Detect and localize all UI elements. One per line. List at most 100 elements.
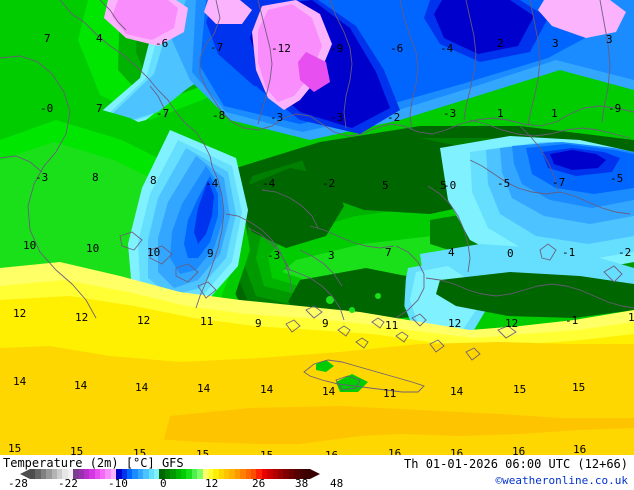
colorbar-swatch-42: [256, 469, 262, 479]
colorbar-swatch-39: [240, 469, 246, 479]
colorbar-tick-label: -22: [58, 477, 78, 490]
contour-label: -5: [610, 172, 624, 185]
legend-footer: Temperature (2m) [°C] GFS -28 -22 -10 0 12 26…: [0, 455, 634, 490]
contour-label: 14: [197, 382, 211, 395]
contour-label: -4: [205, 177, 219, 190]
colorbar-tick-label: -28: [8, 477, 28, 490]
contour-label: 12: [13, 307, 27, 320]
contour-label: -7: [552, 176, 566, 189]
contour-label: 14: [450, 385, 464, 398]
colorbar-swatch-22: [148, 469, 154, 479]
colorbar-tick-label: -10: [108, 477, 128, 490]
contour-label: 15: [133, 447, 147, 455]
colorbar-swatch-8: [73, 469, 79, 479]
colorbar-tick-label: 12: [205, 477, 219, 490]
colorbar-swatch-48: [288, 469, 295, 479]
contour-label: -5: [497, 177, 511, 190]
colorbar-swatch-10: [83, 469, 90, 479]
colorbar-swatch-14: [105, 469, 111, 479]
contour-label: 15: [513, 383, 527, 396]
contour-label: 15: [260, 450, 273, 455]
contour-label: 12: [448, 317, 462, 330]
colorbar-swatch-11: [89, 469, 95, 479]
colorbar-swatch-34: [213, 469, 219, 479]
contour-label: 15: [572, 381, 586, 394]
contour-label: 10: [23, 239, 37, 252]
contour-label: -2: [322, 177, 336, 190]
colorbar-tick-label: 0: [160, 477, 167, 490]
contour-label: 15: [196, 448, 210, 455]
colorbar-tick-label: 48: [330, 477, 344, 490]
colorbar: [20, 469, 320, 479]
colorbar-swatch-47: [283, 469, 289, 479]
contour-label: 16: [325, 450, 338, 455]
colorbar-swatch-41: [251, 469, 257, 479]
colorbar-swatch-2: [40, 469, 47, 479]
contour-label: 4: [448, 246, 455, 259]
colorbar-swatch-40: [245, 469, 252, 479]
contour-label: 1: [551, 107, 558, 120]
contour-label: 14: [322, 385, 336, 398]
colorbar-swatch-50: [299, 469, 305, 479]
colorbar-swatch-45: [272, 469, 278, 479]
contour-label: -8: [212, 109, 226, 122]
contour-label: 10: [147, 246, 161, 259]
contour-label: 14: [13, 375, 27, 388]
contour-label: -0: [443, 179, 457, 192]
contour-label: -2: [618, 246, 632, 259]
colorbar-tick-label: 38: [295, 477, 309, 490]
contour-label: -3: [443, 107, 457, 120]
contour-label: 3: [552, 37, 559, 50]
colorbar-swatch-6: [62, 469, 68, 479]
contour-label: 1: [497, 107, 504, 120]
contour-label: 16: [573, 443, 587, 455]
colorbar-swatch-31: [197, 469, 203, 479]
contour-label: 16: [388, 447, 402, 455]
colorbar-swatch-33: [207, 469, 214, 479]
colorbar-swatch-37: [229, 469, 235, 479]
colorbar-tick-label: 26: [252, 477, 266, 490]
colorbar-swatches: [30, 469, 311, 479]
colorbar-swatch-46: [277, 469, 284, 479]
colorbar-swatch-17: [121, 469, 128, 479]
colorbar-swatch-19: [132, 469, 138, 479]
colorbar-swatch-49: [294, 469, 300, 479]
contour-label: 4: [96, 32, 103, 45]
contour-label: 5: [382, 179, 389, 192]
temperature-map[interactable]: 4 7 -6 -7 -12 -9 -6 -4 2 3 3 7 -0 -7 -8 -3 -3 -2 -3 1 1 -9 -3 8…: [0, 0, 634, 455]
contour-label: -1: [565, 314, 579, 327]
colorbar-swatch-13: [100, 469, 106, 479]
contour-label: -7: [210, 41, 224, 54]
colorbar-swatch-16: [116, 469, 122, 479]
colorbar-swatch-12: [94, 469, 101, 479]
colorbar-swatch-36: [224, 469, 230, 479]
colorbar-swatch-7: [67, 469, 74, 479]
colorbar-swatch-4: [51, 469, 57, 479]
contour-label: -3: [270, 111, 284, 124]
colorbar-swatch-30: [191, 469, 198, 479]
colorbar-swatch-3: [46, 469, 52, 479]
colorbar-swatch-21: [143, 469, 149, 479]
colorbar-swatch-24: [159, 469, 165, 479]
contour-label: -3: [330, 111, 344, 124]
contour-label: 11: [385, 319, 399, 332]
contour-label: 14: [260, 383, 274, 396]
contour-label: 7: [385, 246, 392, 259]
colorbar-ticks: -28 -22 -10 0 12 26 38 48: [0, 477, 343, 490]
contour-label: -1: [562, 246, 576, 259]
credit-link[interactable]: ©weatheronline.co.uk: [495, 474, 628, 487]
contour-label: 9: [255, 317, 262, 330]
map-contours: [0, 0, 634, 455]
contour-label: 15: [8, 442, 22, 455]
contour-label: -4: [440, 42, 454, 55]
contour-label: 16: [512, 445, 526, 455]
colorbar-swatch-27: [175, 469, 181, 479]
contour-label: -0: [40, 102, 54, 115]
colorbar-swatch-43: [261, 469, 268, 479]
contour-label: 2: [497, 37, 504, 50]
colorbar-swatch-20: [137, 469, 144, 479]
colorbar-swatch-26: [170, 469, 176, 479]
colorbar-swatch-51: [304, 469, 311, 479]
contour-label: 15: [70, 445, 84, 455]
contour-label: 12: [505, 317, 519, 330]
